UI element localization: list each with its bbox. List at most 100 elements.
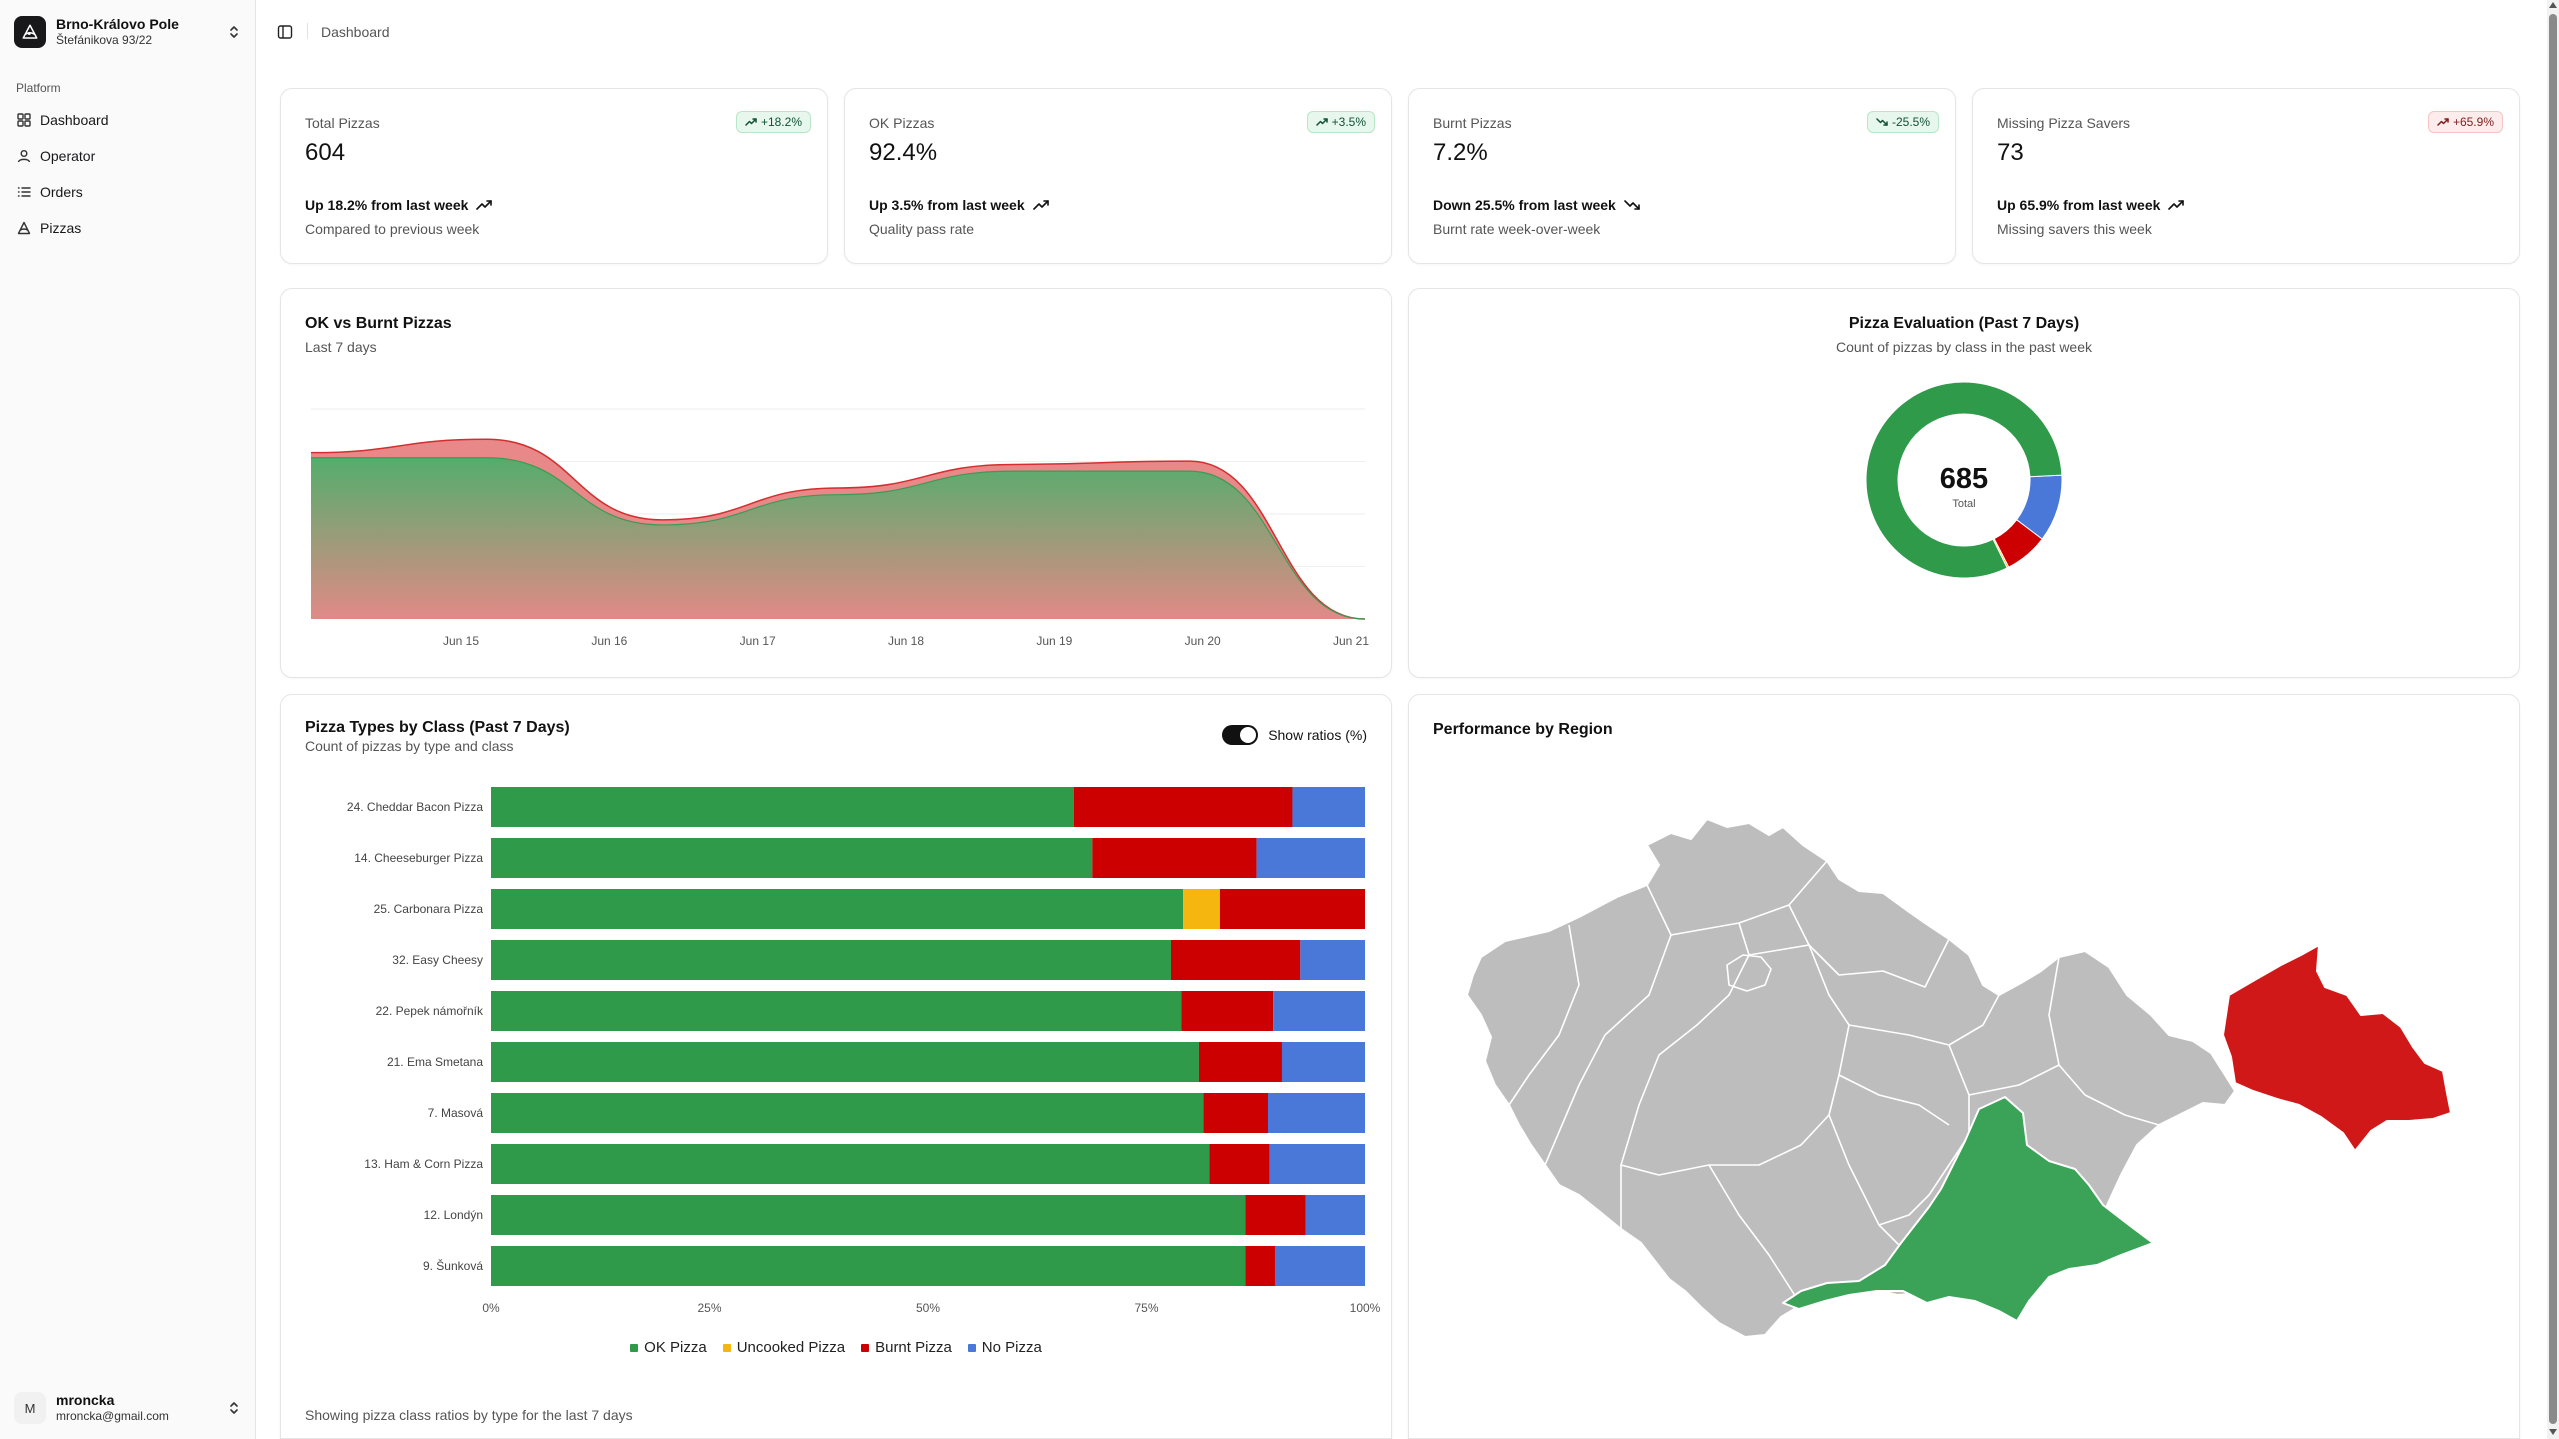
toggle-label: Show ratios (%) [1268,727,1367,743]
area-chart[interactable]: Jun 15 Jun 16 Jun 17 Jun 18 Jun 19 Jun 20 Jun … [281,289,1391,677]
chevrons-up-down-icon [226,22,242,42]
region-map-card: Performance by Region [1408,694,2520,1439]
region-map-title: Performance by Region [1433,721,1613,738]
bar-segment-no-pizza [1269,1144,1365,1184]
kpi-caption: Quality pass rate [869,221,975,237]
area-chart-subtitle: Last 7 days [305,339,377,355]
area-chart-card: OK vs Burnt Pizzas Last 7 days Jun 15 Jun… [280,288,1392,678]
page-scrollbar[interactable] [2547,0,2559,1439]
ratio-switch[interactable] [1222,725,1259,745]
bar-chart-footer: Showing pizza class ratios by type for t… [305,1407,633,1423]
map-region-border [1620,922,1750,1229]
trending-up-icon [1032,200,1049,210]
trending-up-icon [476,200,493,210]
sidebar-item-label: Dashboard [40,112,109,128]
pizza-icon [16,220,32,236]
map-region-border [1708,1164,1802,1306]
kpi-change-badge: +18.2% [735,111,811,133]
trending-up-icon [2437,118,2449,126]
show-ratios-toggle[interactable]: Show ratios (%) [1222,725,1367,745]
kpi-value: 604 [305,139,346,166]
donut-chart-title: Pizza Evaluation (Past 7 Days) [1848,315,2080,332]
kpi-trend: Up 65.9% from last week [1997,197,2185,213]
bar-segment-no-pizza [1305,1195,1365,1235]
sidebar-item-label: Operator [40,148,96,164]
legend-item-burnt[interactable]: Burnt Pizza [861,1339,952,1356]
sidebar-item-dashboard[interactable]: Dashboard [8,102,248,138]
donut-chart[interactable]: 685 Total [1409,289,2519,677]
kpi-caption: Missing savers this week [1997,221,2152,237]
bar-segment-ok-pizza [491,889,1184,929]
kpi-caption: Burnt rate week-over-week [1433,221,1601,237]
trending-down-icon [1876,118,1888,126]
trending-up-icon [745,118,757,126]
scrollbar-thumb[interactable] [2549,14,2557,1424]
donut-total-value: 685 [1940,463,1988,495]
scroll-down-icon[interactable] [2549,1429,2557,1435]
user-icon [16,148,32,164]
bar-segment-no-pizza [1292,787,1365,827]
area-x-tick-label: Jun 18 [888,634,924,648]
area-series-ok [311,457,1365,619]
bar-segment-burnt-pizza [1073,787,1293,827]
bar-category-label: 13. Ham & Corn Pizza [364,1157,483,1171]
bar-segment-burnt-pizza [1092,838,1257,878]
bar-x-tick-label: 75% [1134,1301,1158,1315]
map-region-border [1620,944,1850,1176]
bar-segment-uncooked-pizza [1183,889,1220,929]
bar-x-tick-label: 25% [697,1301,721,1315]
bar-segment-ok-pizza [491,1144,1210,1184]
bar-x-tick-label: 100% [1350,1301,1381,1315]
donut-chart-card: Pizza Evaluation (Past 7 Days) Count of … [1408,288,2520,678]
trending-down-icon [1624,200,1640,210]
trending-up-icon [1315,118,1328,126]
map-region-border [1670,860,1828,936]
bar-segment-burnt-pizza [1170,940,1301,980]
workspace-name: Brno-Královo Pole [56,16,179,32]
bar-segment-ok-pizza [491,940,1171,980]
kpi-trend: Up 3.5% from last week [869,197,1049,213]
bar-segment-burnt-pizza [1245,1246,1275,1286]
bar-segment-ok-pizza [491,1246,1246,1286]
map-region-border [2048,956,2160,1126]
bar-segment-ok-pizza [491,838,1093,878]
area-x-tick-label: Jun 19 [1036,634,1072,648]
sidebar-item-label: Pizzas [40,220,82,236]
bar-segment-no-pizza [1256,838,1365,878]
pizza-logo-icon [14,16,46,48]
bar-segment-no-pizza [1281,1042,1365,1082]
legend-item-uncooked[interactable]: Uncooked Pizza [722,1339,845,1356]
sidebar: Brno-Královo Pole Štefánikova 93/22 Plat… [0,0,256,1439]
sidebar-item-label: Orders [40,184,83,200]
sidebar-item-orders[interactable]: Orders [8,174,248,210]
stacked-bar-chart[interactable]: 24. Cheddar Bacon Pizza 14. Cheeseburger … [281,695,1391,1375]
scroll-up-icon[interactable] [2549,2,2557,8]
breadcrumb[interactable]: Dashboard [321,24,390,40]
kpi-caption: Compared to previous week [305,221,480,237]
bar-segment-burnt-pizza [1219,889,1365,929]
sidebar-toggle-button[interactable] [274,21,296,43]
sidebar-item-pizzas[interactable]: Pizzas [8,210,248,246]
bar-segment-no-pizza [1273,991,1365,1031]
donut-total-label: Total [1952,498,1975,510]
sidebar-item-operator[interactable]: Operator [8,138,248,174]
kpi-value: 73 [1997,139,2024,166]
workspace-switcher[interactable]: Brno-Královo Pole Štefánikova 93/22 [14,12,242,52]
area-x-tick-label: Jun 20 [1185,634,1221,648]
header-divider [307,23,308,39]
bar-category-label: 12. Londýn [424,1208,483,1222]
bar-category-label: 32. Easy Cheesy [392,953,483,967]
czech-region-map[interactable] [1409,695,2519,1435]
legend-item-ok[interactable]: OK Pizza [630,1339,707,1356]
user-menu[interactable]: M mroncka mroncka@gmail.com [14,1388,242,1428]
chevrons-up-down-icon [226,1398,242,1418]
kpi-card-missing-savers: Missing Pizza Savers +65.9% 73 Up 65.9% … [1972,88,2520,264]
legend-item-no-pizza[interactable]: No Pizza [967,1339,1042,1356]
bar-chart-subtitle: Count of pizzas by type and class [305,738,514,754]
bar-chart-legend: OK Pizza Uncooked Pizza Burnt Pizza No P… [280,1339,1392,1356]
area-x-tick-label: Jun 15 [443,634,479,648]
bar-segment-burnt-pizza [1209,1144,1270,1184]
bar-segment-no-pizza [1300,940,1365,980]
area-x-tick-label: Jun 17 [740,634,776,648]
bar-category-label: 7. Masová [428,1106,484,1120]
